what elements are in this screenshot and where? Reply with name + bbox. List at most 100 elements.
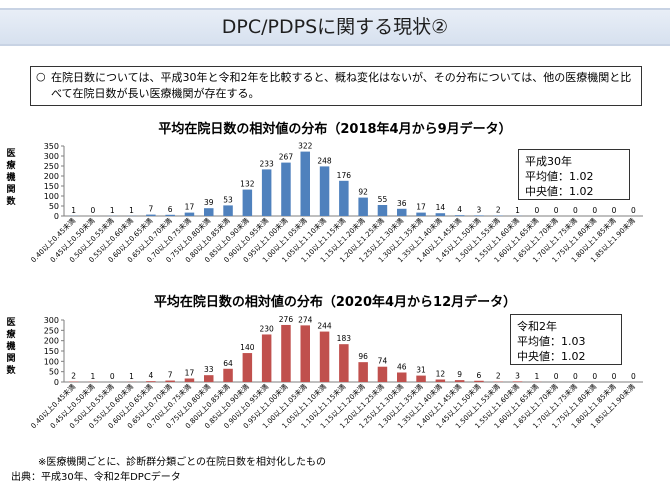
chart-2-data-label: 0 bbox=[110, 372, 115, 381]
chart-2-data-label: 1 bbox=[534, 372, 539, 381]
chart-1-data-label: 4 bbox=[457, 205, 462, 214]
chart-1-data-label: 322 bbox=[298, 142, 313, 151]
summary-text: 在院日数については、平成30年と令和2年を比較すると、概ね変化はないが、その分布… bbox=[51, 71, 632, 100]
chart-1-data-label: 55 bbox=[378, 195, 388, 204]
chart-2-bar bbox=[242, 353, 253, 382]
chart-1-bar bbox=[474, 215, 484, 216]
chart-2-y-axis-title-char: 数 bbox=[6, 364, 16, 376]
chart-1-bar bbox=[377, 205, 388, 216]
chart-1-bar bbox=[358, 197, 368, 216]
chart-1-data-label: 1 bbox=[110, 206, 115, 215]
chart-2-data-label: 9 bbox=[457, 370, 462, 379]
chart-2-y-axis-title-char: 関 bbox=[6, 353, 15, 364]
chart-2-bar bbox=[512, 381, 523, 382]
chart-2-stats-median: 中央値：1.02 bbox=[517, 350, 586, 363]
chart-1-bar bbox=[204, 208, 214, 216]
chart-1-stats-label: 平成30年 bbox=[525, 155, 572, 168]
chart-2-stats-label: 令和2年 bbox=[517, 320, 557, 333]
chart-1-bar bbox=[319, 166, 330, 216]
chart-2-data-label: 183 bbox=[337, 334, 352, 343]
chart-2-data-label: 96 bbox=[358, 352, 368, 361]
chart-1-data-label: 36 bbox=[397, 199, 407, 208]
chart-2-data-label: 0 bbox=[592, 372, 597, 381]
chart-2-data-label: 17 bbox=[185, 368, 195, 377]
chart-2-data-label: 0 bbox=[612, 372, 617, 381]
chart-2-bar bbox=[474, 380, 484, 382]
chart-2-bar bbox=[281, 324, 291, 382]
chart-1-y-tick-label: 350 bbox=[44, 142, 59, 151]
source-note: 出典：平成30年、令和2年DPCデータ bbox=[11, 472, 181, 483]
chart-2-y-tick-label: 300 bbox=[44, 316, 59, 325]
chart-2-data-label: 33 bbox=[204, 365, 214, 374]
chart-2-y-tick-label: 250 bbox=[44, 326, 59, 335]
chart-2-bar bbox=[223, 368, 233, 382]
chart-2-data-label: 6 bbox=[477, 371, 482, 380]
chart-1-bar bbox=[300, 151, 310, 216]
chart-2-data-label: 140 bbox=[240, 343, 255, 352]
chart-2-bar bbox=[377, 366, 388, 382]
chart-2-bar bbox=[416, 375, 426, 382]
chart-1-y-tick-label: 300 bbox=[44, 152, 59, 161]
chart-1-data-label: 17 bbox=[416, 203, 426, 212]
chart-1-bar bbox=[242, 189, 253, 216]
chart-2-data-label: 7 bbox=[168, 371, 173, 380]
chart-1-y-tick-label: 0 bbox=[54, 212, 59, 221]
chart-1-stats-box: 平成30年 平均値：1.02 中央値：1.02 bbox=[518, 149, 630, 200]
chart-2-data-label: 64 bbox=[223, 359, 233, 368]
chart-2-data-label: 2 bbox=[71, 372, 76, 381]
chart-2-data-label: 274 bbox=[298, 315, 313, 324]
chart-1-data-label: 0 bbox=[554, 206, 559, 215]
chart-2-data-label: 0 bbox=[554, 372, 559, 381]
chart-2-data-label: 31 bbox=[416, 366, 426, 375]
chart-1-bar bbox=[165, 214, 175, 216]
chart-2-data-label: 74 bbox=[378, 357, 388, 366]
summary-bullet: ○ bbox=[36, 70, 46, 83]
chart-1-bar bbox=[261, 169, 272, 216]
chart-2-title: 平均在院日数の相対値の分布（2020年4月から12月データ） bbox=[153, 295, 517, 310]
chart-2-bar bbox=[204, 375, 214, 382]
chart-1-data-label: 1 bbox=[515, 206, 520, 215]
chart-1-stats-median: 中央値：1.02 bbox=[525, 185, 594, 198]
chart-2-bar bbox=[358, 362, 368, 382]
chart-2-bar bbox=[339, 344, 349, 382]
chart-1-title: 平均在院日数の相対値の分布（2018年4月から9月データ） bbox=[158, 122, 512, 137]
chart-2-data-label: 12 bbox=[436, 370, 446, 379]
chart-1-bar bbox=[146, 214, 156, 216]
chart-1-data-label: 267 bbox=[279, 153, 294, 162]
chart-1-bar bbox=[339, 180, 349, 216]
chart-2-y-tick-label: 0 bbox=[54, 378, 59, 387]
chart-2-y-tick-label: 50 bbox=[49, 368, 59, 377]
chart-1-data-label: 0 bbox=[534, 206, 539, 215]
chart-1-data-label: 39 bbox=[204, 198, 214, 207]
chart-2-y-axis-title-char: 療 bbox=[6, 328, 15, 340]
chart-1-bar bbox=[223, 205, 233, 216]
chart-2-data-label: 230 bbox=[259, 324, 274, 333]
chart-1-y-axis-title-char: 数 bbox=[6, 195, 16, 207]
chart-1-bar bbox=[184, 212, 195, 216]
chart-1-data-label: 233 bbox=[259, 159, 274, 168]
chart-1-y-axis-title-char: 機 bbox=[6, 171, 15, 183]
chart-2-y-tick-label: 150 bbox=[44, 347, 59, 356]
chart-2-bar bbox=[300, 325, 310, 382]
chart-1-y-axis-title-char: 療 bbox=[6, 159, 15, 171]
chart-1-data-label: 0 bbox=[91, 206, 96, 215]
chart-2-data-label: 276 bbox=[279, 315, 294, 324]
chart-1-y-tick-label: 200 bbox=[44, 172, 59, 181]
summary-box: ○ 在院日数については、平成30年と令和2年を比較すると、概ね変化はないが、その… bbox=[30, 66, 642, 106]
chart-2: 050100150200250300医療機関数20.40以上0.45未満10.4… bbox=[6, 315, 643, 430]
chart-1: 050100150200250300350医療機関数10.40以上0.45未満0… bbox=[6, 142, 643, 264]
chart-1-data-label: 17 bbox=[185, 203, 195, 212]
chart-1-y-tick-label: 150 bbox=[44, 182, 59, 191]
chart-1-stats-mean: 平均値：1.02 bbox=[525, 170, 594, 183]
chart-2-data-label: 1 bbox=[91, 372, 96, 381]
chart-1-data-label: 0 bbox=[592, 206, 597, 215]
chart-2-data-label: 244 bbox=[317, 322, 332, 331]
chart-2-y-axis-title-char: 医 bbox=[6, 317, 15, 328]
chart-1-data-label: 53 bbox=[223, 195, 233, 204]
chart-2-bar bbox=[319, 331, 330, 382]
chart-2-bar bbox=[146, 381, 156, 382]
chart-2-data-label: 0 bbox=[573, 372, 578, 381]
chart-1-data-label: 0 bbox=[612, 206, 617, 215]
chart-1-bar bbox=[416, 212, 426, 216]
